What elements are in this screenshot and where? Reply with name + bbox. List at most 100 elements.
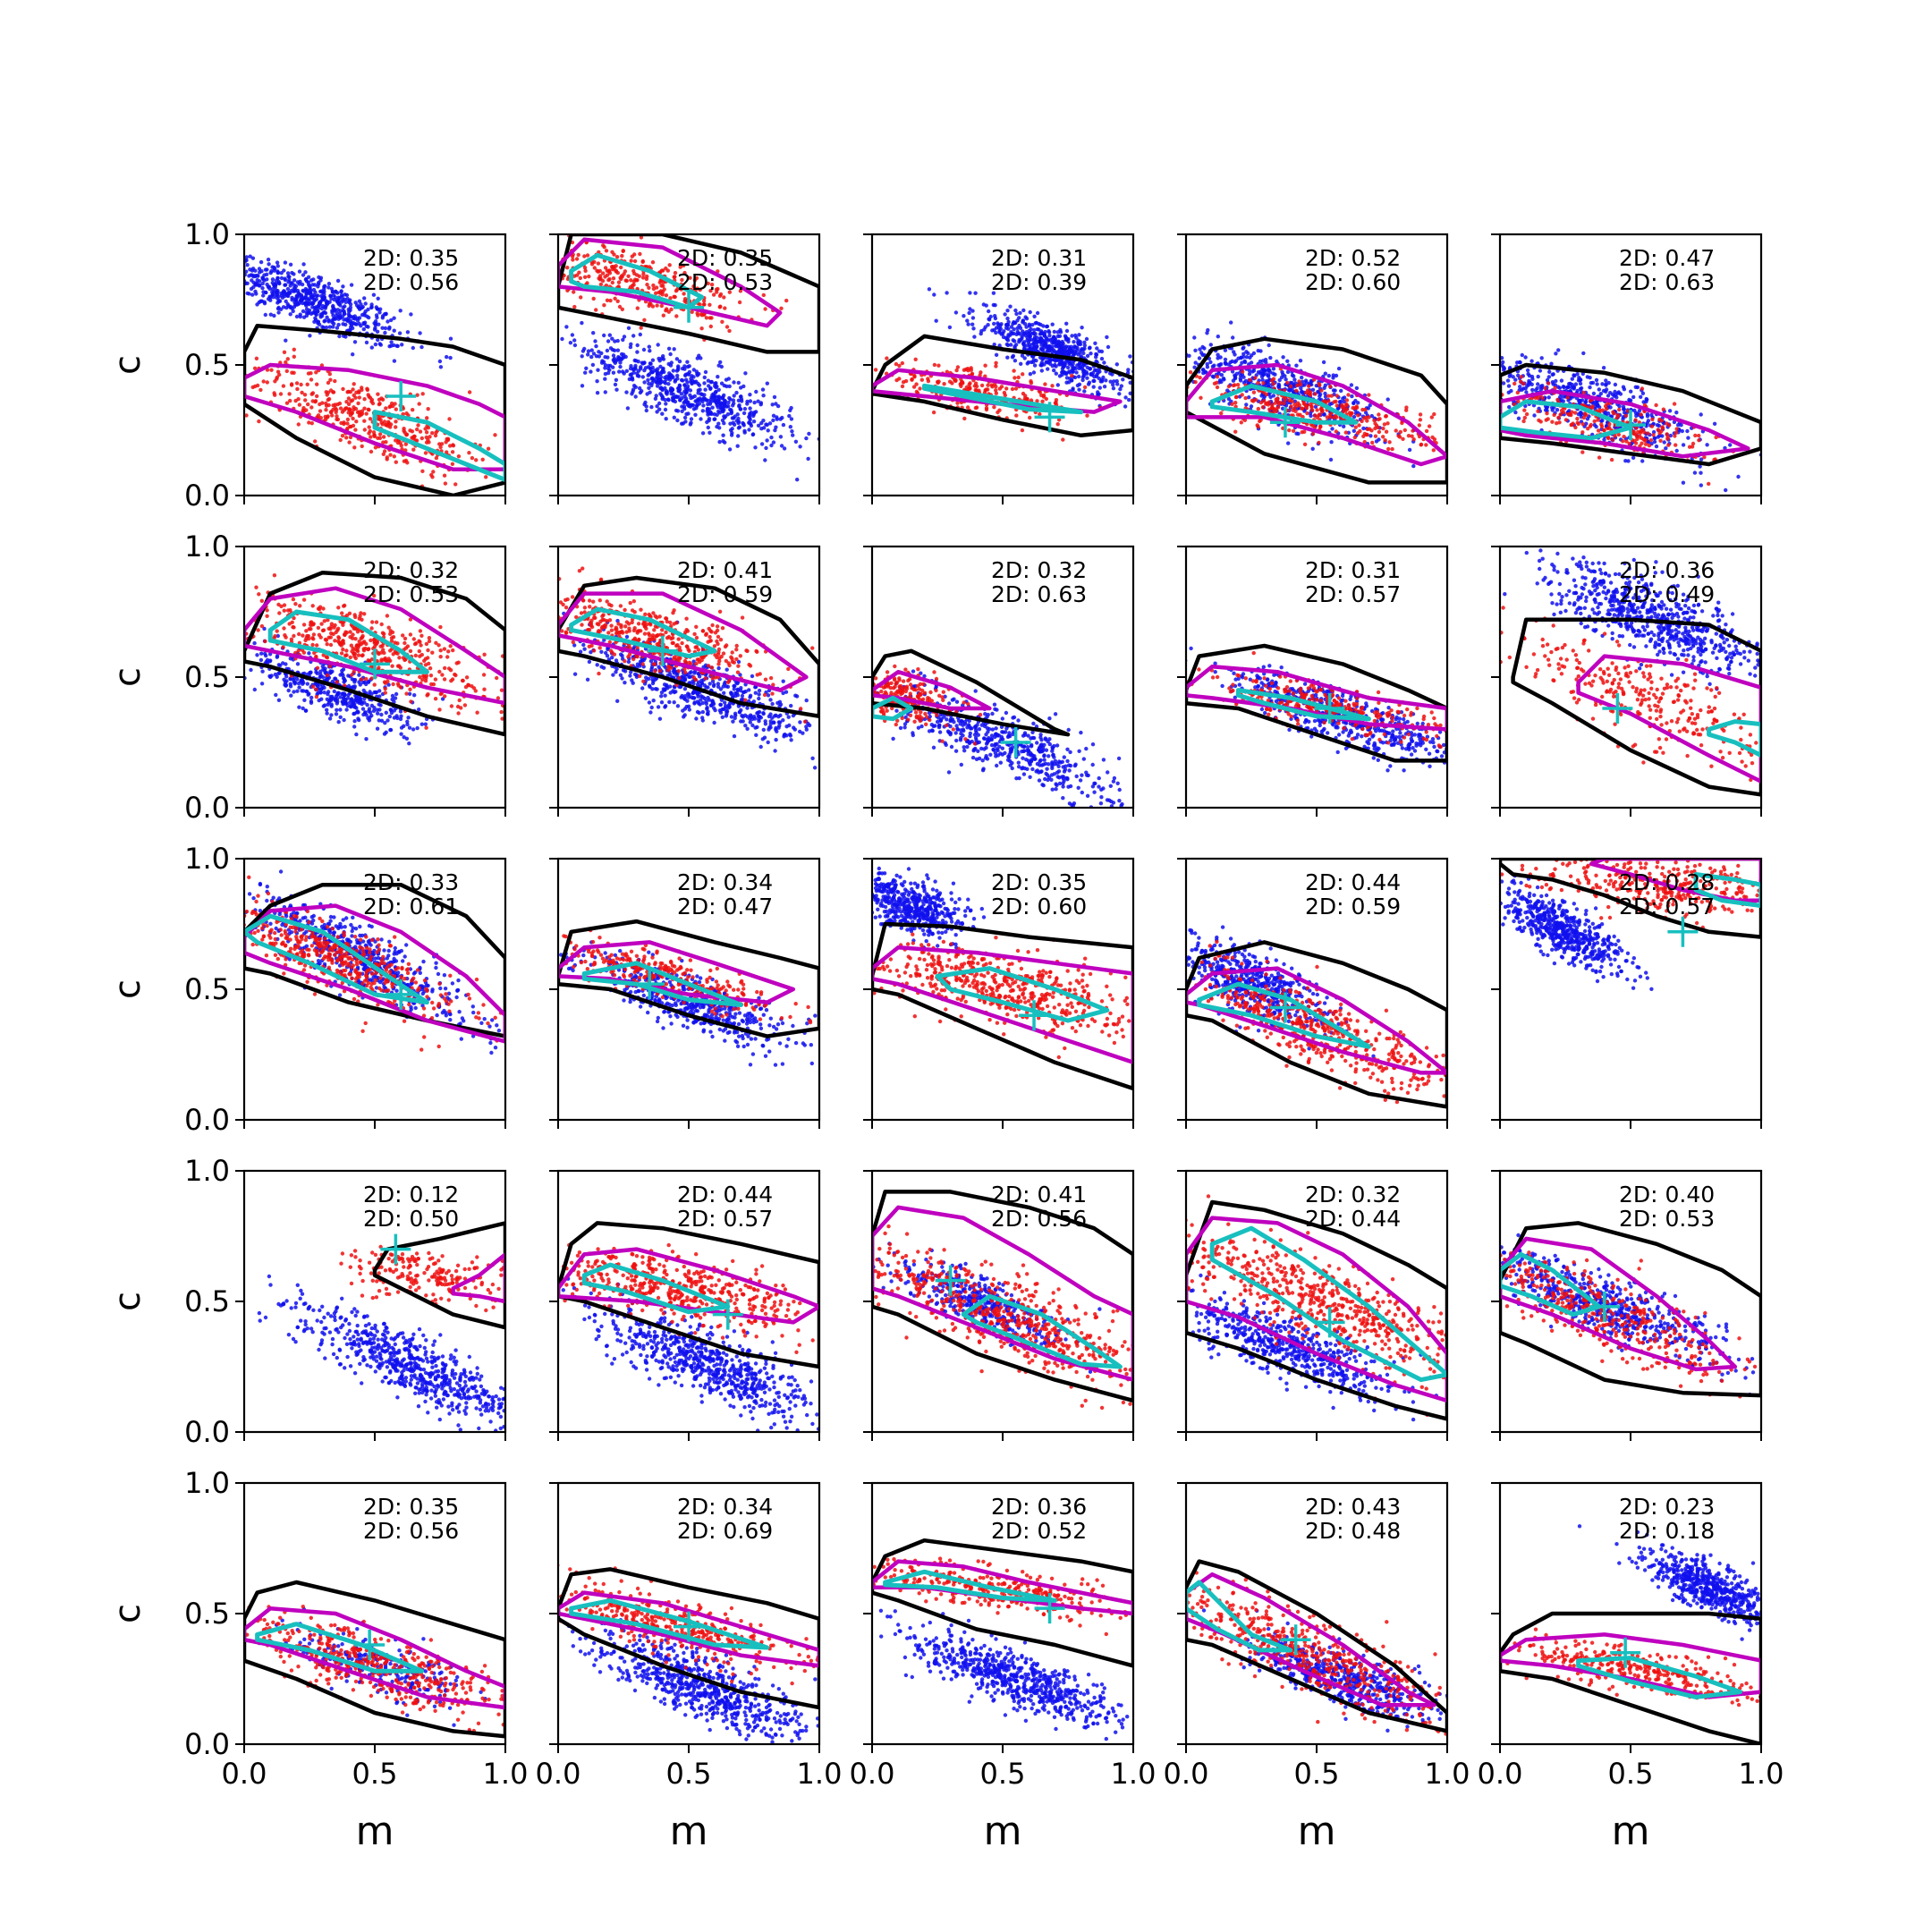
blue-points-point	[340, 672, 344, 676]
red-points-point	[1302, 442, 1308, 446]
blue-points-point	[1698, 464, 1702, 469]
blue-points-point	[1201, 368, 1206, 372]
red-points-point	[1282, 401, 1286, 406]
red-points-point	[1609, 457, 1614, 462]
cyan-contour	[921, 383, 1084, 415]
red-points-point	[667, 263, 672, 267]
blue-points-point	[317, 275, 321, 280]
red-points-point	[1362, 439, 1367, 445]
red-points-point	[244, 413, 249, 418]
red-points-point	[450, 450, 455, 454]
blue-points-point	[301, 288, 305, 293]
red-points-point	[369, 435, 373, 439]
red-points-point	[1650, 417, 1655, 422]
red-points-point	[428, 435, 432, 439]
blue-points-point	[1617, 404, 1622, 409]
blue-points-point	[753, 445, 758, 450]
blue-points-point	[631, 370, 636, 375]
blue-points-point	[285, 271, 291, 275]
red-points-point	[1424, 428, 1429, 434]
blue-points-point	[1723, 445, 1727, 451]
blue-points-point	[327, 325, 333, 329]
red-points-point	[310, 391, 316, 395]
red-points-point	[648, 301, 652, 306]
y-axis-label: c	[107, 355, 148, 375]
blue-points-point	[1515, 360, 1520, 365]
red-points-point	[295, 386, 300, 392]
blue-points-point	[281, 305, 286, 309]
red-points-point	[635, 306, 640, 310]
red-points-point	[423, 451, 428, 455]
red-points-point	[368, 395, 373, 400]
blue-points-point	[301, 262, 306, 267]
red-points-point	[1376, 417, 1381, 422]
red-points-point	[1226, 384, 1232, 389]
blue-points-point	[694, 399, 699, 403]
blue-points-point	[1081, 351, 1086, 356]
blue-points-point	[392, 316, 396, 320]
red-points-point	[1665, 421, 1669, 426]
red-points-point	[382, 419, 387, 424]
blue-points-point	[259, 682, 265, 686]
blue-points-point	[1107, 371, 1113, 376]
blue-points-point	[1631, 455, 1636, 460]
blue-points-point	[1226, 396, 1232, 402]
blue-points-point	[1097, 349, 1102, 353]
score-label: 2D: 0.31	[991, 245, 1087, 271]
blue-points-point	[714, 385, 718, 390]
blue-points-point	[658, 377, 663, 383]
red-points-point	[658, 289, 664, 293]
red-points-point	[1317, 440, 1321, 445]
red-points-point	[680, 277, 684, 283]
red-points-point	[1690, 441, 1696, 446]
blue-points-point	[1369, 413, 1375, 419]
blue-points-point	[345, 703, 350, 708]
blue-points-point	[1099, 356, 1105, 361]
red-points-point	[1055, 422, 1060, 427]
red-points-point	[1335, 403, 1339, 408]
blue-points-point	[332, 689, 336, 694]
blue-points-point	[1001, 331, 1005, 336]
blue-points-point	[366, 307, 370, 312]
blue-points-point	[1233, 374, 1238, 378]
red-points-point	[1519, 375, 1524, 379]
red-points-point	[1264, 392, 1269, 397]
red-points-point	[611, 276, 616, 281]
blue-points-point	[267, 659, 272, 664]
red-points-point	[1053, 401, 1058, 405]
blue-points-point	[775, 403, 781, 409]
red-points-point	[313, 399, 318, 403]
red-points-point	[297, 402, 302, 407]
red-points-point	[289, 383, 294, 387]
blue-points-point	[790, 429, 794, 434]
blue-points-point	[603, 366, 607, 370]
blue-points-point	[1015, 318, 1020, 323]
blue-points-point	[719, 364, 724, 369]
blue-points-point	[1523, 386, 1528, 391]
blue-points-point	[1268, 394, 1273, 400]
blue-points-point	[1645, 411, 1650, 417]
blue-points-point	[288, 291, 292, 295]
blue-points-point	[386, 718, 390, 723]
blue-points-point	[1241, 354, 1246, 360]
red-points-point	[258, 387, 263, 393]
blue-points-point	[698, 396, 702, 401]
blue-points-point	[389, 318, 394, 323]
blue-points-point	[720, 395, 724, 401]
red-points-point	[1039, 393, 1044, 398]
blue-points-point	[661, 366, 665, 371]
blue-points-point	[1114, 362, 1120, 367]
blue-points-point	[789, 417, 794, 421]
red-points-point	[1521, 419, 1526, 424]
blue-points-point	[383, 330, 387, 335]
red-points-point	[1233, 401, 1238, 405]
blue-points-point	[681, 378, 685, 383]
blue-points-point	[288, 682, 292, 686]
blue-points-point	[605, 348, 610, 353]
blue-points-point	[787, 413, 792, 419]
red-points-point	[1646, 431, 1650, 436]
red-points-point	[424, 430, 429, 435]
blue-points-point	[1681, 480, 1686, 485]
blue-points-point	[651, 378, 656, 383]
blue-points-point	[354, 732, 359, 737]
